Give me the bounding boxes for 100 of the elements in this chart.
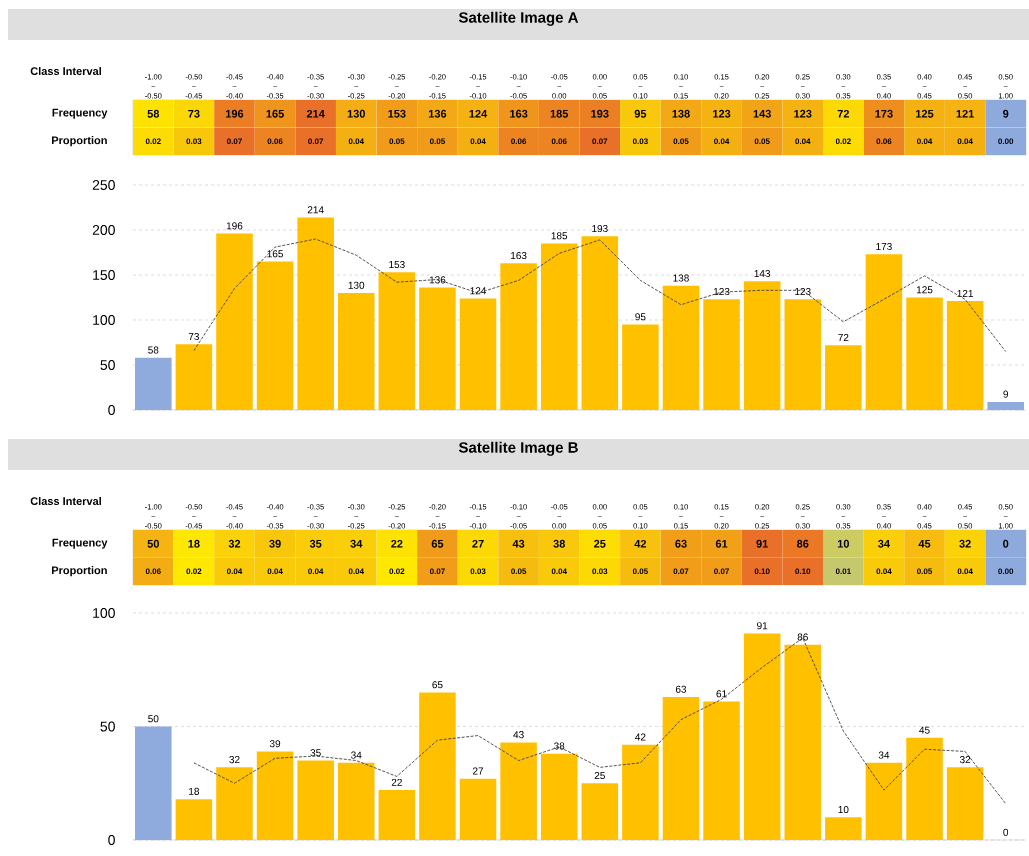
data-label: 42 <box>634 539 647 548</box>
data-label: 0.06 <box>145 568 161 575</box>
data-label: 0.01 <box>835 568 851 575</box>
bar <box>216 233 253 410</box>
data-label: 138 <box>673 274 689 282</box>
data-label: 61 <box>716 690 727 698</box>
bar <box>216 767 253 840</box>
data-label: 9 <box>1003 109 1009 118</box>
data-label: 0.02 <box>145 138 161 145</box>
bar <box>784 299 822 410</box>
data-label: 38 <box>553 539 565 548</box>
data-label: 91 <box>757 622 768 630</box>
data-label: 0.04 <box>714 138 730 145</box>
bar <box>500 263 537 410</box>
data-label: 193 <box>592 225 608 233</box>
y-tick-label: 0 <box>108 405 115 415</box>
data-label: 0.06 <box>876 138 892 145</box>
data-label: 123 <box>713 109 731 118</box>
data-label: 0.03 <box>470 568 486 575</box>
data-label: 0.00 <box>998 138 1014 145</box>
bar <box>256 261 294 410</box>
data-label: 0.04 <box>957 138 973 145</box>
bar <box>297 760 334 840</box>
data-label: 22 <box>391 778 402 786</box>
data-label: 0.05 <box>429 138 445 145</box>
data-label: 130 <box>347 109 365 118</box>
data-label: 0.02 <box>835 138 851 145</box>
bar <box>622 324 659 410</box>
data-label: 58 <box>147 109 160 118</box>
data-label: 0.07 <box>429 568 445 575</box>
bar <box>500 742 537 840</box>
data-label: 0.04 <box>917 138 933 145</box>
data-label: 143 <box>753 109 771 118</box>
data-label: 123 <box>714 288 730 296</box>
data-label: 123 <box>795 288 811 296</box>
data-label: 163 <box>510 109 528 118</box>
data-label: 95 <box>635 313 646 321</box>
bar <box>175 344 213 410</box>
data-label: 35 <box>310 749 321 757</box>
data-label: 0.05 <box>511 568 527 575</box>
bar <box>622 744 659 840</box>
bar <box>825 817 862 840</box>
data-label: 0.03 <box>632 138 648 145</box>
data-label: 34 <box>878 539 890 548</box>
bar <box>865 254 903 410</box>
data-label: 0.07 <box>714 568 729 575</box>
data-label: 10 <box>838 806 849 814</box>
data-label: 0.03 <box>592 568 608 575</box>
data-label: 73 <box>188 109 200 118</box>
y-tick-label: 100 <box>93 608 115 618</box>
data-label: 153 <box>389 261 405 269</box>
data-label: 72 <box>837 109 850 118</box>
data-label: 196 <box>226 222 243 230</box>
data-label: 0.00 <box>998 568 1014 575</box>
data-label: 27 <box>472 767 484 775</box>
data-label: 0 <box>1003 539 1009 548</box>
data-label: 0.04 <box>348 138 364 145</box>
chart-title: Satellite Image A <box>458 11 579 26</box>
data-label: 32 <box>229 756 240 764</box>
data-label: 58 <box>148 346 159 354</box>
bar <box>743 281 781 410</box>
bar <box>906 297 943 410</box>
data-label: 185 <box>551 232 568 240</box>
data-label: 0.04 <box>876 568 892 575</box>
data-label: 138 <box>672 109 690 118</box>
data-label: 0.04 <box>308 568 324 575</box>
data-label: 165 <box>267 250 283 258</box>
bar <box>337 762 375 840</box>
data-label: 45 <box>918 539 931 548</box>
data-label: 18 <box>189 787 200 795</box>
data-label: 0.04 <box>470 138 486 145</box>
y-tick-label: 200 <box>92 225 115 235</box>
y-tick-label: Proportion <box>51 566 107 577</box>
data-label: 121 <box>957 289 973 297</box>
data-label: 0.07 <box>227 138 242 145</box>
y-tick-label: Proportion <box>51 136 107 147</box>
data-label: 0.04 <box>795 138 811 145</box>
bar <box>419 287 456 410</box>
data-label: 22 <box>391 539 403 548</box>
data-label: 125 <box>916 109 934 118</box>
data-label: 0.04 <box>957 568 973 575</box>
data-label: 124 <box>469 109 488 118</box>
bar <box>581 236 619 410</box>
y-tick-label: 50 <box>100 360 115 370</box>
x-axis-title: Class Interval <box>30 66 101 76</box>
data-label: 65 <box>431 539 444 548</box>
data-label: 39 <box>269 740 281 748</box>
data-label: 121 <box>956 109 974 118</box>
data-label: 25 <box>594 771 605 780</box>
bar <box>946 301 984 410</box>
data-label: 143 <box>754 270 771 278</box>
bar <box>662 696 700 840</box>
data-label: 91 <box>756 539 768 548</box>
data-label: 63 <box>675 539 687 548</box>
data-label: 34 <box>350 539 363 548</box>
data-label: 39 <box>269 539 281 548</box>
data-label: 0.04 <box>267 568 283 575</box>
data-label: 38 <box>554 742 565 750</box>
bar <box>378 272 416 410</box>
data-label: 32 <box>228 539 241 548</box>
